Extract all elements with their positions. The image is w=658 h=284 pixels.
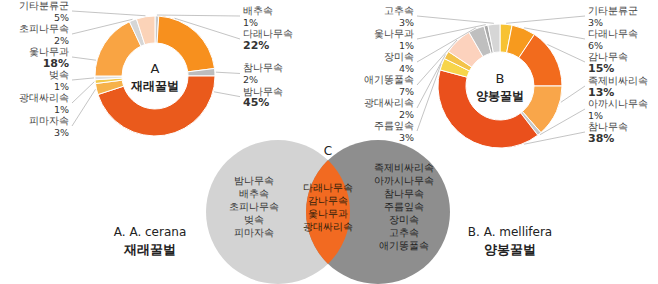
svg-text:7%: 7% [399, 86, 414, 97]
svg-text:B. A. mellifera: B. A. mellifera [468, 225, 552, 239]
svg-text:기타분류군: 기타분류군 [19, 0, 69, 11]
svg-text:감나무속: 감나무속 [308, 195, 348, 206]
svg-text:장미속: 장미속 [389, 214, 419, 225]
svg-text:45%: 45% [243, 96, 269, 109]
svg-text:13%: 13% [588, 86, 614, 99]
svg-text:기타분류군: 기타분류군 [588, 5, 638, 16]
svg-text:옻나무과: 옻나무과 [374, 28, 414, 39]
svg-text:재래꿀벌: 재래꿀벌 [123, 242, 176, 257]
svg-text:장미속: 장미속 [384, 51, 414, 62]
svg-text:3%: 3% [399, 17, 414, 28]
svg-text:1%: 1% [54, 104, 69, 115]
svg-text:광대싸리속: 광대싸리속 [19, 92, 69, 103]
svg-text:참나무속: 참나무속 [588, 121, 628, 132]
svg-text:양봉꿀벌: 양봉꿀벌 [484, 242, 536, 257]
svg-text:광대싸리속: 광대싸리속 [364, 97, 414, 108]
svg-text:2%: 2% [399, 109, 414, 120]
svg-text:재래꿀벌: 재래꿀벌 [130, 79, 179, 93]
svg-text:2%: 2% [54, 35, 69, 46]
svg-text:B: B [496, 71, 505, 86]
svg-text:4%: 4% [399, 63, 414, 74]
svg-text:1%: 1% [399, 40, 414, 51]
svg-text:1%: 1% [588, 110, 603, 121]
svg-text:3%: 3% [54, 127, 69, 138]
svg-text:초피나무속: 초피나무속 [19, 23, 69, 34]
svg-text:벚속: 벚속 [244, 214, 264, 225]
svg-text:족제비싸리속: 족제비싸리속 [374, 162, 434, 173]
svg-text:애기똥풀속: 애기똥풀속 [364, 74, 414, 85]
svg-text:C: C [324, 144, 332, 158]
svg-text:벚속: 벚속 [49, 69, 69, 80]
svg-text:38%: 38% [588, 132, 614, 145]
svg-text:1%: 1% [243, 17, 258, 28]
svg-text:A: A [151, 61, 160, 76]
svg-text:5%: 5% [54, 12, 69, 23]
svg-text:22%: 22% [243, 39, 269, 52]
svg-text:감나무속: 감나무속 [588, 51, 628, 62]
svg-text:18%: 18% [43, 57, 69, 70]
svg-text:주름잎속: 주름잎속 [374, 120, 414, 131]
svg-text:배추속: 배추속 [243, 5, 273, 16]
svg-text:다래나무속: 다래나무속 [303, 182, 353, 193]
svg-text:2%: 2% [243, 74, 258, 85]
svg-text:주름잎속: 주름잎속 [384, 201, 424, 212]
svg-text:A. A. cerana: A. A. cerana [114, 225, 186, 239]
svg-text:참나무속: 참나무속 [243, 62, 283, 73]
svg-text:3%: 3% [399, 132, 414, 143]
svg-text:15%: 15% [588, 62, 614, 75]
svg-text:밤나무속: 밤나무속 [243, 86, 283, 97]
svg-text:아까시나무속: 아까시나무속 [588, 98, 648, 109]
svg-text:초피나무속: 초피나무속 [229, 201, 279, 212]
svg-text:참나무속: 참나무속 [384, 188, 424, 199]
svg-text:밤나무속: 밤나무속 [234, 175, 274, 186]
svg-text:고추속: 고추속 [389, 227, 419, 238]
svg-text:1%: 1% [54, 81, 69, 92]
svg-text:아까시나무속: 아까시나무속 [374, 175, 434, 186]
svg-text:족제비싸리속: 족제비싸리속 [588, 75, 648, 86]
svg-text:3%: 3% [588, 17, 603, 28]
svg-text:피마자속: 피마자속 [29, 115, 69, 126]
svg-text:애기똥풀속: 애기똥풀속 [379, 240, 429, 251]
svg-text:배추속: 배추속 [239, 188, 269, 199]
svg-text:광대싸리속: 광대싸리속 [303, 221, 353, 232]
svg-text:옻나무과: 옻나무과 [29, 46, 69, 57]
svg-text:피마자속: 피마자속 [234, 227, 274, 238]
svg-text:다래나무속: 다래나무속 [588, 28, 638, 39]
svg-text:고추속: 고추속 [384, 5, 414, 16]
svg-text:다래나무속: 다래나무속 [243, 28, 293, 39]
svg-text:양봉꿀벌: 양봉꿀벌 [476, 89, 524, 103]
svg-text:6%: 6% [588, 40, 603, 51]
svg-text:옻나무과: 옻나무과 [308, 208, 348, 219]
